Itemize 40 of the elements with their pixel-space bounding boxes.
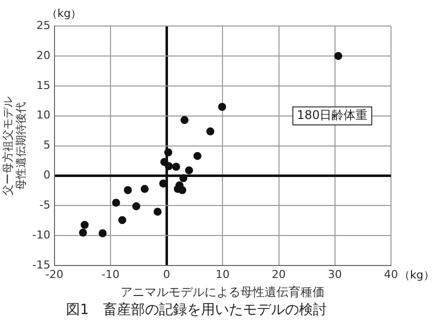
y-tick-label: 25 bbox=[36, 18, 50, 32]
point bbox=[180, 116, 189, 124]
point bbox=[164, 148, 172, 156]
point bbox=[80, 220, 89, 229]
y-tick-label: 20 bbox=[36, 48, 50, 62]
x-tick-label: 20 bbox=[272, 268, 286, 282]
x-tick-label: 0 bbox=[163, 268, 170, 282]
point bbox=[112, 198, 120, 207]
x-tick-label: 10 bbox=[216, 268, 230, 282]
point bbox=[179, 174, 188, 182]
point bbox=[193, 152, 202, 160]
x-tick-label: -10 bbox=[101, 268, 120, 282]
y-tick-label: 15 bbox=[36, 78, 50, 92]
point bbox=[172, 162, 180, 171]
y-tick-label: 10 bbox=[36, 108, 50, 122]
point bbox=[334, 52, 342, 60]
point bbox=[98, 229, 107, 238]
y-tick-label: -10 bbox=[32, 228, 50, 242]
point bbox=[140, 184, 149, 193]
point bbox=[206, 127, 214, 136]
y-tick-label: -5 bbox=[39, 198, 50, 212]
point bbox=[78, 228, 87, 237]
x-tick-label: 30 bbox=[328, 268, 342, 282]
text: 図1 畜産部の記録を用いたモデルの検討 bbox=[66, 301, 327, 318]
y-axis-title: 父ー母方祖父モデル母性遺伝期待後代 bbox=[1, 96, 28, 196]
y-tick-label: 0 bbox=[43, 168, 50, 182]
text: （kg） bbox=[399, 268, 434, 282]
x-axis-title: アニマルモデルによる母性遺伝育種価 bbox=[120, 285, 325, 300]
text: （kg） bbox=[46, 6, 82, 20]
point bbox=[132, 202, 140, 210]
point bbox=[185, 166, 194, 174]
annotation: 180日齢体重 bbox=[296, 108, 368, 122]
y-tick-label: 5 bbox=[43, 138, 50, 152]
point bbox=[124, 186, 132, 194]
point bbox=[118, 216, 126, 224]
point bbox=[178, 186, 186, 194]
x-tick-label: 40 bbox=[384, 268, 398, 282]
point bbox=[218, 102, 226, 111]
point bbox=[164, 162, 173, 170]
point bbox=[154, 208, 162, 216]
